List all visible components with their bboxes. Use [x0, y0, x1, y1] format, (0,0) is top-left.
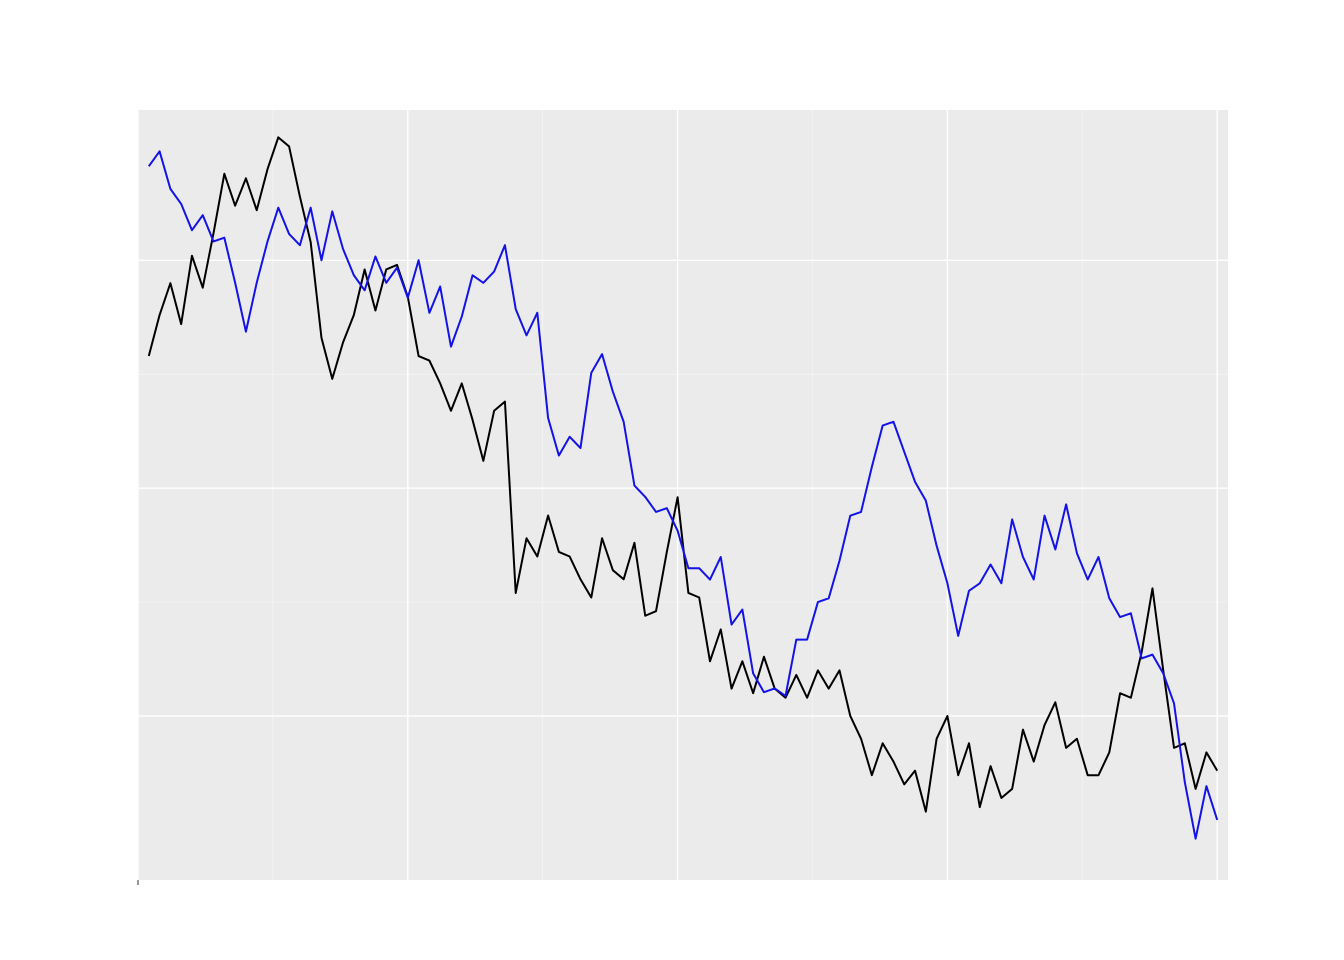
- plot-panel: [138, 110, 1228, 880]
- figure: [0, 0, 1344, 960]
- chart-svg: [0, 0, 1344, 960]
